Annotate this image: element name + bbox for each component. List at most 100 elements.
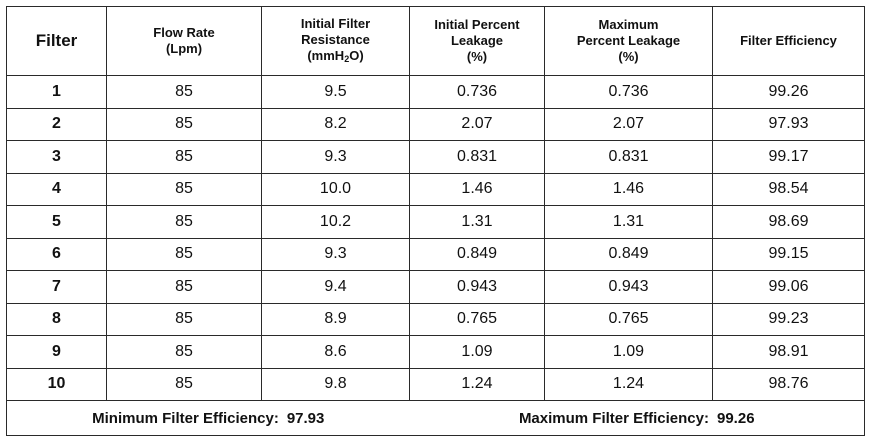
cell-efficiency: 99.15 <box>712 237 865 271</box>
cell-initial-leakage: 1.09 <box>409 335 545 369</box>
cell-filter: 6 <box>6 237 107 271</box>
table-row: 4 85 10.0 1.46 1.46 98.54 <box>6 172 865 206</box>
table-body: 1 85 9.5 0.736 0.736 99.26 2 85 8.2 2.07 2.07 97.9… <box>6 75 865 401</box>
cell-resistance: 9.4 <box>261 270 410 304</box>
cell-max-leakage: 0.831 <box>544 140 713 174</box>
header-efficiency: Filter Efficiency <box>712 6 865 76</box>
header-initial-leakage-line3: (%) <box>466 49 488 64</box>
header-filter: Filter <box>6 6 107 76</box>
table-row: 9 85 8.6 1.09 1.09 98.91 <box>6 335 865 369</box>
cell-initial-leakage: 0.943 <box>409 270 545 304</box>
summary-maximum-value: 99.26 <box>717 409 755 427</box>
cell-efficiency: 99.26 <box>712 75 865 109</box>
header-resistance-line3: (mmH2O) <box>262 48 409 67</box>
cell-filter: 10 <box>6 367 107 401</box>
cell-max-leakage: 0.849 <box>544 237 713 271</box>
header-row: Filter Flow Rate (Lpm) Initial Filter Re… <box>6 6 865 76</box>
cell-efficiency: 98.76 <box>712 367 865 401</box>
cell-efficiency: 98.91 <box>712 335 865 369</box>
header-max-leakage-line2: Percent Leakage <box>576 33 681 48</box>
summary-minimum: Minimum Filter Efficiency: 97.93 <box>6 400 410 436</box>
cell-max-leakage: 1.09 <box>544 335 713 369</box>
cell-efficiency: 98.54 <box>712 172 865 206</box>
cell-max-leakage: 1.46 <box>544 172 713 206</box>
header-resistance-subscript: 2 <box>344 53 350 64</box>
cell-flow-rate: 85 <box>106 107 262 141</box>
summary-minimum-value: 97.93 <box>286 409 325 427</box>
cell-flow-rate: 85 <box>106 140 262 174</box>
cell-resistance: 9.3 <box>261 140 410 174</box>
cell-filter: 4 <box>6 172 107 206</box>
header-resistance-unit-suffix: O) <box>349 47 364 63</box>
header-flow-rate-line2: (Lpm) <box>165 41 203 56</box>
cell-flow-rate: 85 <box>106 302 262 336</box>
cell-initial-leakage: 0.849 <box>409 237 545 271</box>
header-initial-leakage-line1: Initial Percent <box>434 17 520 32</box>
cell-initial-leakage: 0.736 <box>409 75 545 109</box>
table-row: 2 85 8.2 2.07 2.07 97.93 <box>6 107 865 141</box>
summary-maximum: Maximum Filter Efficiency: 99.26 <box>409 400 865 436</box>
cell-max-leakage: 0.736 <box>544 75 713 109</box>
cell-initial-leakage: 1.24 <box>409 367 545 401</box>
cell-max-leakage: 0.765 <box>544 302 713 336</box>
header-initial-leakage: Initial Percent Leakage (%) <box>409 6 545 76</box>
header-max-leakage-line3: (%) <box>618 49 639 64</box>
cell-initial-leakage: 1.46 <box>409 172 545 206</box>
table-row: 8 85 8.9 0.765 0.765 99.23 <box>6 302 865 336</box>
cell-efficiency: 99.06 <box>712 270 865 304</box>
cell-max-leakage: 1.31 <box>544 205 713 239</box>
cell-efficiency: 99.17 <box>712 140 865 174</box>
header-flow-rate-line1: Flow Rate <box>153 25 215 40</box>
table-footer: Minimum Filter Efficiency: 97.93 Maximum … <box>6 400 865 436</box>
cell-flow-rate: 85 <box>106 75 262 109</box>
cell-max-leakage: 1.24 <box>544 367 713 401</box>
cell-flow-rate: 85 <box>106 367 262 401</box>
cell-max-leakage: 2.07 <box>544 107 713 141</box>
header-resistance: Initial Filter Resistance (mmH2O) <box>261 6 410 76</box>
cell-flow-rate: 85 <box>106 172 262 206</box>
header-flow-rate: Flow Rate (Lpm) <box>106 6 262 76</box>
cell-initial-leakage: 0.831 <box>409 140 545 174</box>
cell-flow-rate: 85 <box>106 205 262 239</box>
cell-resistance: 9.8 <box>261 367 410 401</box>
cell-filter: 5 <box>6 205 107 239</box>
cell-flow-rate: 85 <box>106 237 262 271</box>
cell-filter: 3 <box>6 140 107 174</box>
cell-resistance: 9.3 <box>261 237 410 271</box>
cell-filter: 7 <box>6 270 107 304</box>
cell-filter: 1 <box>6 75 107 109</box>
cell-filter: 2 <box>6 107 107 141</box>
filter-results-table-wrapper: Filter Flow Rate (Lpm) Initial Filter Re… <box>6 6 865 436</box>
cell-resistance: 8.6 <box>261 335 410 369</box>
header-resistance-line2: Resistance <box>301 31 370 47</box>
cell-efficiency: 98.69 <box>712 205 865 239</box>
cell-resistance: 9.5 <box>261 75 410 109</box>
table-row: 1 85 9.5 0.736 0.736 99.26 <box>6 75 865 109</box>
cell-efficiency: 99.23 <box>712 302 865 336</box>
table-row: 10 85 9.8 1.24 1.24 98.76 <box>6 367 865 401</box>
table-row: 5 85 10.2 1.31 1.31 98.69 <box>6 205 865 239</box>
cell-initial-leakage: 2.07 <box>409 107 545 141</box>
table-row: 6 85 9.3 0.849 0.849 99.15 <box>6 237 865 271</box>
summary-minimum-label: Minimum Filter Efficiency: <box>92 409 279 427</box>
cell-flow-rate: 85 <box>106 335 262 369</box>
header-initial-leakage-line2: Leakage <box>450 33 504 48</box>
cell-efficiency: 97.93 <box>712 107 865 141</box>
cell-filter: 8 <box>6 302 107 336</box>
summary-maximum-label: Maximum Filter Efficiency: <box>518 409 709 427</box>
cell-initial-leakage: 1.31 <box>409 205 545 239</box>
table-row: 7 85 9.4 0.943 0.943 99.06 <box>6 270 865 304</box>
header-resistance-line1: Initial Filter <box>300 15 371 31</box>
cell-initial-leakage: 0.765 <box>409 302 545 336</box>
cell-resistance: 8.2 <box>261 107 410 141</box>
cell-resistance: 10.0 <box>261 172 410 206</box>
cell-flow-rate: 85 <box>106 270 262 304</box>
table-header: Filter Flow Rate (Lpm) Initial Filter Re… <box>6 6 865 76</box>
cell-resistance: 8.9 <box>261 302 410 336</box>
cell-max-leakage: 0.943 <box>544 270 713 304</box>
header-resistance-unit-prefix: (mmH <box>307 47 345 63</box>
filter-results-table: Filter Flow Rate (Lpm) Initial Filter Re… <box>6 6 865 436</box>
cell-resistance: 10.2 <box>261 205 410 239</box>
header-max-leakage-line1: Maximum <box>598 17 659 32</box>
cell-filter: 9 <box>6 335 107 369</box>
